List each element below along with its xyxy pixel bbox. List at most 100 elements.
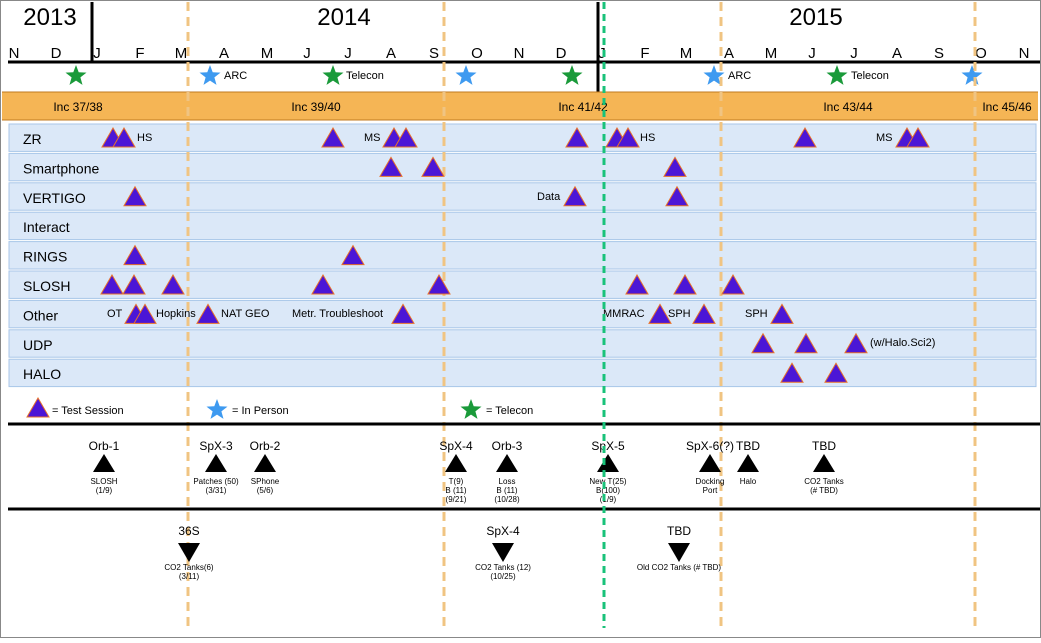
month-label: A (724, 45, 734, 62)
meeting-label-telecon: Telecon (851, 70, 889, 82)
test-session-triangle (123, 185, 147, 207)
test-session-triangle (844, 332, 868, 354)
legend-telecon: = Telecon (486, 405, 533, 417)
launch-up-triangle-icon (699, 454, 721, 472)
activity-row (8, 211, 1037, 241)
launch-down-triangle-icon (178, 543, 200, 562)
activity-row (8, 152, 1037, 182)
test-session-triangle (751, 332, 775, 354)
month-label: A (892, 45, 902, 62)
launch-detail: T(9) (449, 477, 464, 486)
row-label: UDP (23, 337, 53, 353)
launch-up-triangle-icon (254, 454, 276, 472)
zr-ms-label: MS (364, 132, 381, 144)
month-label: F (135, 45, 144, 62)
launch-detail: (10/25) (490, 572, 516, 581)
test-session-triangle (665, 185, 689, 207)
activity-row (8, 123, 1037, 152)
test-session-triangle (824, 362, 848, 383)
telecon-star-icon (65, 65, 87, 85)
legend-telecon-star-icon (460, 399, 482, 419)
month-label: M (765, 45, 778, 62)
test-session-triangle (793, 127, 817, 148)
launch-up-triangle-icon (205, 454, 227, 472)
launch-detail: CO2 Tanks (12) (475, 563, 531, 572)
increment-band: Inc 37/38 Inc 39/40 Inc 41/42 Inc 43/44 … (2, 91, 1038, 121)
launch-name: Orb-2 (250, 439, 281, 453)
month-label: D (556, 45, 567, 62)
row-label: ZR (23, 131, 42, 147)
test-session-triangle (721, 274, 745, 295)
launch-detail: Loss (499, 477, 516, 486)
month-label: J (850, 45, 858, 62)
increment-label: Inc 39/40 (291, 100, 341, 114)
month-label: J (598, 45, 606, 62)
launch-detail: Old CO2 Tanks (# TBD) (637, 563, 722, 572)
launch-detail: (3/11) (179, 572, 200, 581)
test-session-triangle (565, 127, 589, 148)
legend-triangle-icon (26, 397, 50, 418)
launch-detail: (3/31) (206, 486, 227, 495)
test-session-triangle (311, 274, 335, 295)
launch-down-marker: 36S CO2 Tanks(6)(3/11) (164, 524, 214, 581)
launch-detail: (# TBD) (810, 486, 838, 495)
month-label: O (471, 45, 483, 62)
launch-detail: (5/6) (257, 486, 274, 495)
launch-detail: Port (703, 486, 718, 495)
activity-row (8, 182, 1037, 211)
row-label: Smartphone (23, 160, 99, 176)
month-label: M (680, 45, 693, 62)
zr-hs-label: HS (640, 132, 655, 144)
zr-ms-label: MS (876, 132, 893, 144)
meeting-label-telecon: Telecon (346, 70, 384, 82)
test-session-triangle (196, 303, 220, 324)
session-labels: HS MS HS MS Data OT Hopkins NAT GEO Metr… (107, 132, 935, 349)
other-hopkins-label: Hopkins (156, 308, 196, 320)
launch-detail: (1/9) (96, 486, 113, 495)
test-session-triangle (770, 303, 794, 324)
launch-up-marker: TBD Halo (736, 439, 760, 486)
launch-detail: New T(25) (589, 477, 627, 486)
launch-up-marker: SpX-3 Patches (50)(3/31) (193, 439, 239, 495)
launch-detail: (10/28) (494, 495, 520, 504)
launch-name: SpX-4 (486, 524, 520, 538)
month-label: O (975, 45, 987, 62)
launch-detail: (1/9) (600, 495, 617, 504)
launch-name: SpX-3 (199, 439, 233, 453)
increment-label: Inc 45/46 (982, 100, 1032, 114)
launch-detail: B (11) (496, 486, 518, 495)
telecon-star-icon (826, 65, 848, 85)
launch-detail: CO2 Tanks (804, 477, 843, 486)
month-label: D (51, 45, 62, 62)
legend: = Test Session = In Person = Telecon (26, 397, 533, 419)
activity-row (8, 358, 1037, 388)
in-person-star-icon (703, 65, 725, 85)
test-session-triangle (616, 127, 640, 148)
launch-up-triangle-icon (813, 454, 835, 472)
udp-note-label: (w/Halo.Sci2) (870, 337, 935, 349)
launch-detail: Patches (50) (193, 477, 239, 486)
launch-detail: B(100) (596, 486, 620, 495)
launch-up-triangle-icon (93, 454, 115, 472)
other-sph-label: SPH (668, 308, 691, 320)
year-label-2014: 2014 (317, 4, 370, 31)
month-label: S (934, 45, 944, 62)
meeting-label-arc: ARC (728, 70, 751, 82)
other-sph-label: SPH (745, 308, 768, 320)
launch-name: TBD (736, 439, 760, 453)
launch-up-triangle-icon (445, 454, 467, 472)
month-label: N (9, 45, 20, 62)
launch-name: SpX-5 (591, 439, 625, 453)
in-person-star-icon (961, 65, 983, 85)
test-session-triangle (673, 274, 697, 295)
vertigo-data-label: Data (537, 191, 561, 203)
launch-name: SpX-4 (439, 439, 473, 453)
test-session-triangle (123, 244, 147, 266)
row-label: Other (23, 307, 58, 323)
year-label-2013: 2013 (23, 4, 76, 31)
